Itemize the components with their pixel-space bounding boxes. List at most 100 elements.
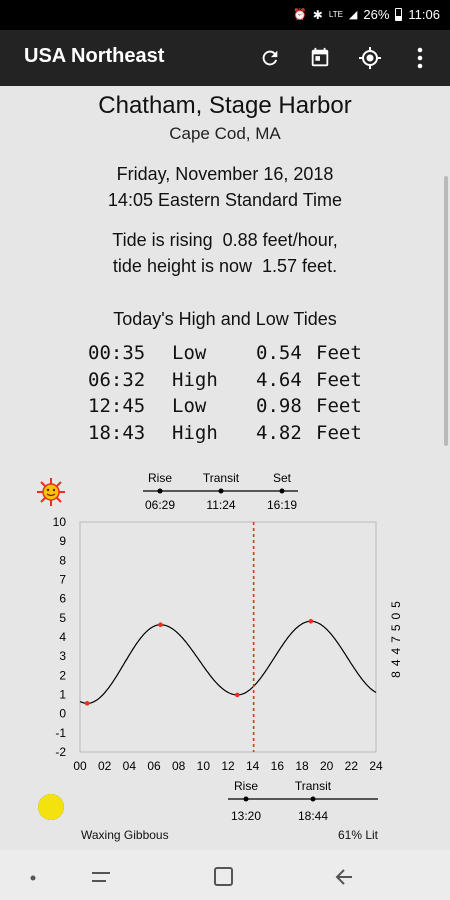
- table-row: 00:35 Low 0.54 Feet: [88, 342, 378, 369]
- x-tick-label: 22: [345, 759, 359, 773]
- sun-rise-label: Rise: [148, 471, 172, 485]
- moon-transit-marker: [310, 796, 316, 802]
- sun-icon: [37, 478, 65, 506]
- moon-transit-label: Transit: [295, 779, 332, 793]
- x-tick-label: 18: [295, 759, 309, 773]
- tide-height: tide height is now 1.57 feet.: [112, 256, 338, 276]
- signal-icon: ◢: [348, 9, 358, 21]
- tide-unit: Feet: [316, 395, 362, 417]
- y-tick-label: -1: [55, 726, 66, 740]
- y-tick-label: 8: [59, 553, 66, 567]
- moon-rise-time: 13:20: [231, 809, 261, 823]
- calendar-icon: [311, 47, 329, 67]
- moon-rise-marker: [243, 796, 249, 802]
- tide-time: 00:35: [88, 342, 146, 364]
- x-tick-label: 14: [246, 759, 260, 773]
- x-tick-label: 00: [73, 759, 87, 773]
- tides-table: 00:35 Low 0.54 Feet 06:32 High 4.64 Feet…: [88, 342, 378, 448]
- sun-transit-label: Transit: [203, 471, 240, 485]
- tide-type: High: [172, 421, 218, 444]
- status-clock: 11:06: [408, 7, 440, 22]
- more-vert-icon: [417, 47, 423, 69]
- table-row: 06:32 High 4.64 Feet: [88, 369, 378, 396]
- moon-transit-time: 18:44: [298, 809, 328, 823]
- tide-unit: Feet: [316, 421, 362, 444]
- y-tick-label: 10: [53, 515, 67, 529]
- y-tick-label: 9: [59, 534, 66, 548]
- station-region: Cape Cod, MA: [169, 124, 281, 143]
- y-tick-label: 7: [59, 573, 66, 587]
- moon-lit-percent: 61% Lit: [337, 828, 378, 842]
- location-button[interactable]: [356, 44, 384, 72]
- alarm-icon: ⏰: [293, 9, 307, 21]
- y-tick-label: 1: [59, 688, 66, 702]
- tide-rate: Tide is rising 0.88 feet/hour,: [112, 230, 338, 250]
- tide-chart: Rise Transit Set 06:29 11:24 16:19 10987…: [53, 471, 403, 823]
- navigation-bar: [0, 850, 450, 900]
- current-date: Friday, November 16, 2018: [116, 164, 334, 184]
- tide-type: Low: [172, 395, 207, 417]
- y-tick-label: 2: [59, 668, 66, 682]
- network-type: LTE: [328, 10, 343, 19]
- status-bar: ⏰ ✱ LTE ◢ 26% 11:06: [0, 0, 450, 30]
- tide-extremum-point: [234, 692, 240, 698]
- tide-extremum-point: [158, 622, 163, 628]
- tide-curve: [79, 620, 377, 704]
- sun-set-marker: [279, 488, 285, 494]
- home-button[interactable]: [213, 866, 235, 888]
- sun-set-time: 16:19: [267, 498, 297, 512]
- recents-button[interactable]: [88, 866, 114, 888]
- calendar-button[interactable]: [306, 44, 334, 72]
- y-tick-label: 4: [59, 630, 66, 644]
- tide-time: 18:43: [88, 421, 146, 444]
- tides-table-title: Today's High and Low Tides: [113, 309, 337, 329]
- x-tick-label: 04: [123, 759, 137, 773]
- scrollbar[interactable]: [444, 176, 448, 446]
- station-id: 8447505: [389, 596, 403, 678]
- x-tick-label: 10: [197, 759, 211, 773]
- x-tick-label: 06: [147, 759, 161, 773]
- table-row: 12:45 Low 0.98 Feet: [88, 395, 378, 422]
- tide-extremum-point: [308, 618, 314, 624]
- y-tick-label: 5: [59, 611, 66, 625]
- moon-rise-label: Rise: [234, 779, 258, 793]
- tide-content[interactable]: Chatham, Stage Harbor Cape Cod, MA Frida…: [0, 86, 450, 850]
- moon-phase: Waxing Gibbous: [81, 828, 169, 842]
- y-tick-label: -2: [55, 745, 66, 759]
- sun-transit-time: 11:24: [206, 498, 235, 512]
- y-tick-label: 0: [59, 707, 66, 721]
- tide-height-value: 4.64: [256, 368, 302, 391]
- x-tick-label: 20: [320, 759, 334, 773]
- tide-type: High: [172, 368, 218, 391]
- back-button[interactable]: [334, 866, 356, 888]
- sun-transit-marker: [218, 488, 224, 494]
- battery-icon: [395, 8, 403, 21]
- tide-extremum-point: [84, 701, 90, 706]
- tide-unit: Feet: [316, 368, 362, 391]
- app-bar: USA Northeast: [0, 30, 450, 86]
- tide-height-value: 4.82: [256, 421, 302, 444]
- battery-percent: 26%: [363, 7, 390, 22]
- x-tick-label: 24: [369, 759, 383, 773]
- tide-height-value: 0.98: [256, 395, 302, 417]
- dot-icon: [30, 875, 36, 881]
- station-name: Chatham, Stage Harbor: [98, 92, 352, 119]
- more-options-button[interactable]: [406, 44, 434, 72]
- x-tick-label: 12: [221, 759, 235, 773]
- moon-icon: [38, 794, 64, 820]
- tide-time: 12:45: [88, 395, 146, 417]
- gps-icon: [359, 47, 381, 69]
- plot-area: [79, 521, 377, 753]
- bluetooth-icon: ✱: [312, 7, 323, 22]
- tide-unit: Feet: [316, 342, 362, 364]
- x-tick-label: 16: [271, 759, 285, 773]
- current-time: 14:05 Eastern Standard Time: [107, 190, 343, 210]
- refresh-icon: [262, 50, 278, 66]
- x-tick-label: 02: [98, 759, 112, 773]
- y-tick-label: 3: [59, 649, 66, 663]
- tide-type: Low: [172, 342, 207, 364]
- sun-rise-time: 06:29: [145, 498, 175, 512]
- x-tick-label: 08: [172, 759, 186, 773]
- app-title: USA Northeast: [24, 45, 165, 67]
- refresh-button[interactable]: [256, 44, 284, 72]
